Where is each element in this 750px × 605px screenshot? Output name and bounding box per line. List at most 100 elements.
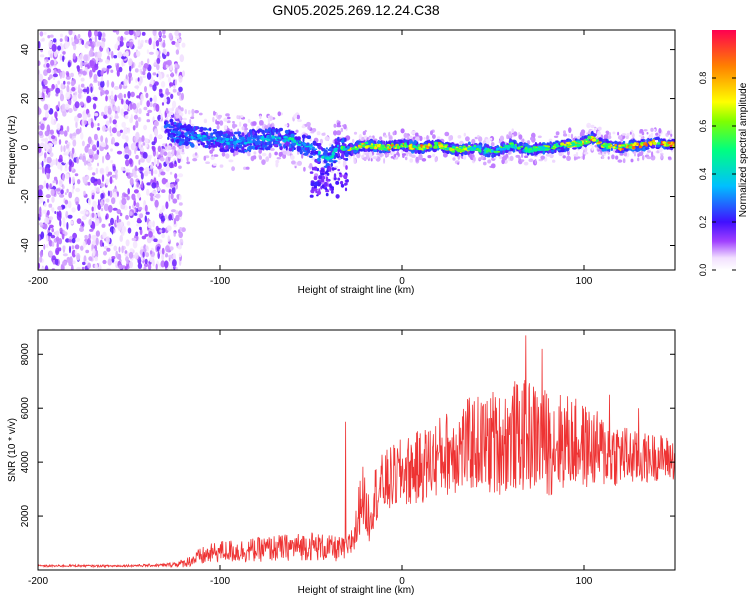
halo-blob xyxy=(508,132,512,137)
halo-blob xyxy=(265,156,270,163)
noise-blob xyxy=(82,261,86,266)
halo-blob xyxy=(607,156,610,160)
ridge-core-blob xyxy=(271,136,276,139)
ridge-blob xyxy=(291,142,297,146)
noise-blob xyxy=(62,173,65,182)
ridge-blob xyxy=(209,127,212,132)
ridge-blob xyxy=(169,134,174,138)
noise-blob xyxy=(51,43,57,52)
ridge-blob xyxy=(284,129,289,134)
halo-blob xyxy=(203,155,207,161)
noise-blob xyxy=(118,66,123,73)
ridge-core-blob xyxy=(459,149,464,153)
halo-blob xyxy=(295,129,299,133)
ridge-blob xyxy=(519,142,523,146)
noise-blob xyxy=(148,38,152,45)
ridge-core-blob xyxy=(336,144,339,148)
ridge-core-blob xyxy=(324,157,329,160)
noise-blob xyxy=(178,32,182,37)
noise-blob xyxy=(172,100,177,109)
noise-blob xyxy=(158,37,163,43)
halo-blob xyxy=(284,124,288,127)
noise-blob xyxy=(80,60,83,69)
halo-blob xyxy=(212,163,217,166)
ridge-core-blob xyxy=(225,137,230,142)
halo-blob xyxy=(219,120,224,126)
ridge-blob xyxy=(224,131,229,134)
noise-blob xyxy=(93,133,98,141)
noise-blob xyxy=(62,245,66,251)
halo-blob xyxy=(306,121,311,127)
halo-blob xyxy=(243,123,248,128)
noise-blob xyxy=(169,82,174,87)
noise-blob xyxy=(87,181,91,186)
noise-blob xyxy=(175,214,180,222)
halo-blob xyxy=(393,153,397,158)
ridge-blob xyxy=(197,143,201,146)
noise-blob xyxy=(102,32,106,38)
noise-blob xyxy=(95,167,99,175)
noise-blob xyxy=(82,88,88,93)
noise-blob xyxy=(64,35,68,42)
noise-blob xyxy=(51,241,55,247)
noise-blob xyxy=(88,49,94,58)
ridge-blob xyxy=(241,132,245,137)
ridge-core-blob xyxy=(340,145,344,150)
noise-blob xyxy=(39,256,43,263)
noise-blob xyxy=(53,118,57,124)
noise-blob xyxy=(75,187,81,193)
noise-blob xyxy=(124,115,129,120)
ridge-blob xyxy=(190,143,195,148)
ridge-blob xyxy=(279,145,283,151)
halo-blob xyxy=(241,126,245,131)
noise-blob xyxy=(158,31,162,37)
noise-blob xyxy=(135,154,139,160)
noise-blob xyxy=(71,132,77,137)
noise-blob xyxy=(54,258,59,266)
halo-blob xyxy=(570,133,574,139)
noise-blob xyxy=(52,138,55,143)
halo-blob xyxy=(216,124,220,130)
noise-blob xyxy=(175,178,180,182)
noise-blob xyxy=(96,140,100,148)
halo-blob xyxy=(637,157,640,162)
noise-blob xyxy=(103,113,107,120)
x-tick-label: 100 xyxy=(576,576,593,587)
colorbar: 0.00.20.40.60.8 Normalized spectral ampl… xyxy=(698,30,749,276)
noise-blob xyxy=(100,169,104,173)
noise-blob xyxy=(177,38,182,43)
noise-blob xyxy=(94,34,97,43)
noise-blob xyxy=(64,192,67,196)
halo-blob xyxy=(406,151,409,157)
ridge-blob xyxy=(289,143,292,149)
halo-blob xyxy=(530,136,534,141)
noise-blob xyxy=(59,219,62,227)
noise-blob xyxy=(90,121,94,129)
tail-blob xyxy=(337,177,341,181)
noise-blob xyxy=(62,253,68,257)
noise-blob xyxy=(47,92,51,98)
noise-blob xyxy=(103,250,107,256)
noise-blob xyxy=(177,229,181,234)
halo-blob xyxy=(506,134,509,140)
noise-blob xyxy=(51,228,54,233)
halo-blob xyxy=(670,133,673,138)
noise-blob xyxy=(100,41,105,49)
noise-blob xyxy=(127,227,132,234)
noise-blob xyxy=(120,167,126,171)
noise-blob xyxy=(41,267,45,270)
noise-blob xyxy=(46,235,49,242)
noise-blob xyxy=(126,195,130,201)
ridge-core-blob xyxy=(386,147,390,150)
noise-blob xyxy=(85,211,89,215)
halo-blob xyxy=(658,128,662,134)
noise-blob xyxy=(89,69,93,78)
halo-blob xyxy=(212,116,215,123)
ridge-blob xyxy=(333,160,337,164)
ridge-core-blob xyxy=(351,147,356,150)
noise-blob xyxy=(105,178,109,186)
ridge-core-blob xyxy=(500,148,505,151)
noise-blob xyxy=(139,157,145,163)
ridge-blob xyxy=(179,125,185,129)
